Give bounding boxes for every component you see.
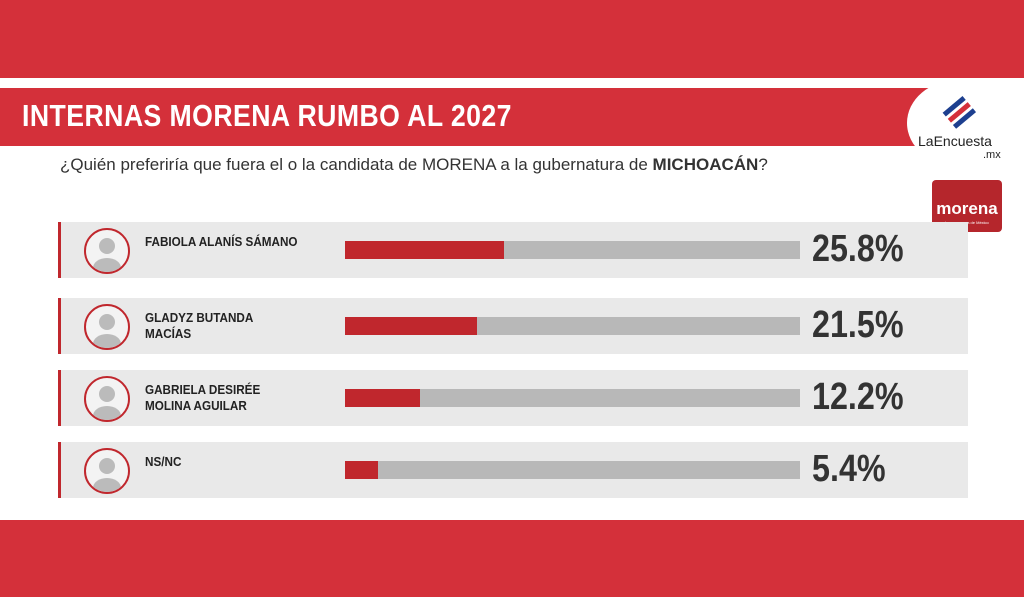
title-banner (0, 88, 930, 146)
bar-track (345, 389, 800, 407)
avatar-icon (93, 386, 121, 420)
subtitle-state: MICHOACÁN (652, 155, 759, 174)
avatar (84, 448, 130, 494)
bar (345, 241, 504, 259)
bar-track (345, 317, 800, 335)
category-label: FABIOLA ALANÍS SÁMANO (145, 234, 298, 249)
bar-track (345, 461, 800, 479)
subtitle-end: ? (758, 155, 768, 174)
avatar-icon (93, 458, 121, 492)
avatar-icon (93, 238, 121, 272)
avatar (84, 304, 130, 350)
logo-text: LaEncuesta (918, 133, 992, 149)
avatar (84, 228, 130, 274)
category-label: GLADYZ BUTANDA MACÍAS (145, 310, 253, 341)
bar (345, 389, 421, 407)
subtitle: ¿Quién preferiría que fuera el o la cand… (60, 154, 840, 176)
value-label: 25.8% (812, 228, 904, 270)
logo-text: morena (936, 199, 998, 218)
avatar-icon (93, 314, 121, 348)
category-label: NS/NC (145, 454, 182, 469)
avatar (84, 376, 130, 422)
subtitle-text: ¿Quién preferiría que fuera el o la cand… (60, 155, 653, 174)
laencuesta-logo (907, 80, 1009, 166)
logo-text: .mx (983, 149, 1001, 161)
value-label: 5.4% (812, 448, 886, 490)
logo-icon (942, 95, 977, 129)
bar-track (345, 241, 800, 259)
bar (345, 461, 379, 479)
value-label: 21.5% (812, 304, 904, 346)
value-label: 12.2% (812, 376, 904, 418)
category-label: GABRIELA DESIRÉE MOLINA AGUILAR (145, 382, 261, 413)
chart-title: INTERNAS MORENA RUMBO AL 2027 (22, 98, 512, 133)
bar (345, 317, 478, 335)
